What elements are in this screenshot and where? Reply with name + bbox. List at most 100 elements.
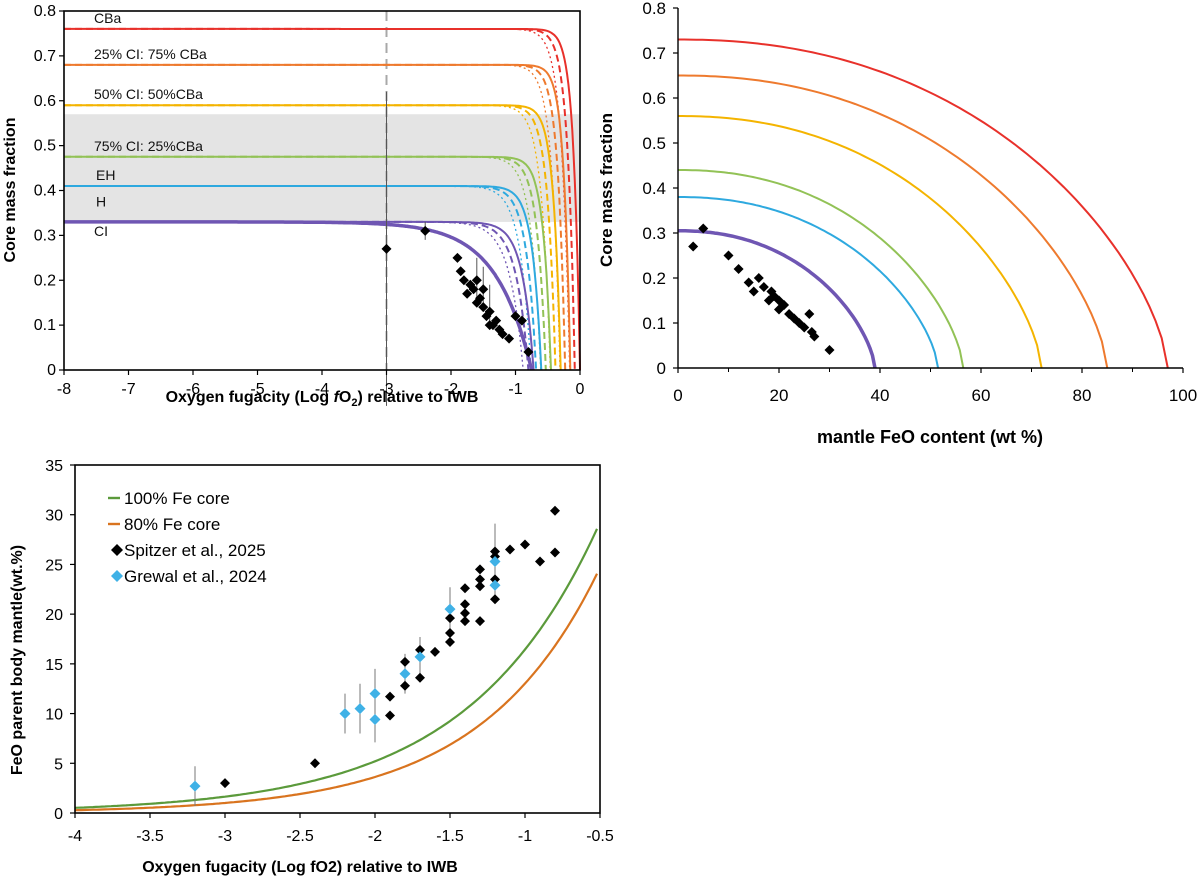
panel-a-xtick-label: -6 — [186, 381, 200, 398]
panel-b-series-lines — [678, 38, 1169, 369]
panel-c-spitzer-point — [415, 672, 425, 683]
panel-b-curve-25-ci-75-cba — [678, 74, 1109, 369]
panel-a-curve-dotted — [64, 28, 571, 371]
panel-c-curve-100-fe-core — [74, 528, 598, 809]
panel-a-data-point — [523, 347, 534, 358]
panel-b-ytick-label: 0.1 — [642, 314, 666, 333]
panel-c-grewal-point — [489, 555, 501, 567]
panel-a-ytick-label: 0.8 — [34, 3, 56, 20]
panel-a-data-point — [471, 275, 482, 286]
panel-c-ytick-label: 20 — [45, 607, 63, 624]
panel-a-series-label: CI — [94, 223, 108, 239]
panel-a-xtick-label: -5 — [250, 381, 264, 398]
panel-c-data-points — [189, 505, 560, 807]
panel-c-spitzer-point — [220, 778, 230, 789]
panel-a-data-point — [484, 306, 495, 317]
panel-c-chart: -4 -3.5 -3 -2.5 -2 -1.5 -1 -0.5 0 5 10 15 20 25 30 35 1… — [9, 458, 614, 876]
panel-c-grewal-point — [339, 708, 351, 720]
panel-b-data-point — [733, 264, 744, 274]
panel-c-ticks: -4 -3.5 -3 -2.5 -2 -1.5 -1 -0.5 0 5 10 15 20 25 30 35 — [45, 458, 614, 845]
panel-c-spitzer-point — [505, 544, 515, 555]
panel-b-data-point — [809, 331, 820, 342]
panel-b-xtick-label: 60 — [972, 386, 991, 405]
panel-c-ytick-label: 0 — [54, 806, 63, 823]
panel-a-curve-dashed — [64, 63, 567, 371]
panel-c-spitzer-point — [400, 656, 410, 667]
panel-c-spitzer-point — [490, 546, 500, 557]
panel-c-spitzer-point — [460, 608, 470, 619]
panel-a-series-label: EH — [96, 167, 115, 183]
panel-c-xlabel: Oxygen fugacity (Log fO2) relative to IW… — [142, 859, 458, 876]
legend-swatch-diamond — [111, 570, 123, 582]
panel-c-spitzer-point — [445, 628, 455, 639]
panel-c-ytick-label: 10 — [45, 707, 63, 724]
panel-c-ytick-label: 15 — [45, 657, 63, 674]
panel-b-curve-cba — [678, 38, 1169, 369]
panel-c-spitzer-point — [475, 574, 485, 585]
panel-b-data-point — [804, 309, 815, 319]
panel-a-ytick-label: 0 — [47, 362, 56, 379]
panel-c-spitzer-point — [385, 710, 395, 721]
panel-c-spitzer-point — [400, 680, 410, 691]
legend-label: Spitzer et al., 2025 — [124, 541, 266, 560]
panel-b-ytick-label: 0.8 — [642, 0, 666, 18]
panel-b-xlabel: mantle FeO content (wt %) — [817, 427, 1043, 447]
panel-c-spitzer-point — [550, 505, 560, 516]
panel-c-spitzer-point — [460, 583, 470, 594]
panel-b-data-point — [688, 241, 699, 252]
panel-c-xtick-label: -2.5 — [286, 828, 314, 845]
panel-c-grewal-point — [369, 714, 381, 726]
panel-c-grewal-point — [414, 651, 426, 663]
panel-c-spitzer-point — [520, 539, 530, 550]
panel-b-ytick-label: 0.2 — [642, 269, 666, 288]
panel-a-data-point — [458, 275, 469, 286]
panel-b-ytick-label: 0.5 — [642, 134, 666, 153]
panel-a-series-label: H — [96, 193, 106, 209]
panel-c-spitzer-point — [475, 581, 485, 592]
panel-b-curve-ci — [678, 229, 877, 369]
panel-c-spitzer-point — [385, 691, 395, 702]
panel-c-legend: 100% Fe core 80% Fe core Spitzer et al., 2… — [108, 489, 267, 586]
panel-c-grewal-point — [369, 688, 381, 700]
panel-c-grewal-point — [189, 780, 201, 792]
panel-b-data-point — [753, 273, 764, 283]
legend-label: Grewal et al., 2024 — [124, 567, 267, 586]
panel-c-spitzer-point — [430, 646, 440, 657]
panel-a-xtick-label: -8 — [57, 381, 71, 398]
panel-a-xtick-label: -2 — [444, 381, 458, 398]
panel-b-data-point — [758, 282, 769, 292]
panel-a-data-point — [478, 284, 489, 295]
panel-c-frame — [74, 464, 601, 814]
panel-a-data-point — [462, 288, 473, 299]
panel-a-ytick-label: 0.6 — [34, 93, 56, 110]
panel-a-xtick-label: -1 — [508, 381, 522, 398]
panel-c-spitzer-point — [550, 547, 560, 558]
panel-a-data-point — [516, 315, 527, 326]
panel-c-spitzer-point — [475, 616, 485, 627]
panel-a-xtick-label: -4 — [315, 381, 329, 398]
panel-a-curve-dashed — [64, 220, 530, 371]
panel-c-spitzer-point — [475, 564, 485, 575]
panel-b-data-point — [748, 286, 759, 297]
panel-a-data-point — [497, 329, 508, 340]
panel-a-data-point — [452, 252, 463, 263]
panel-a-xlabel: Oxygen fugacity (Log fO2) relative to IW… — [166, 389, 479, 409]
panel-c-spitzer-point — [490, 574, 500, 585]
panel-c-spitzer-point — [445, 636, 455, 647]
panel-b-curve-eh — [678, 196, 940, 369]
panel-a-series-label: 50% CI: 50%CBa — [94, 86, 203, 102]
panel-a-curve-dotted — [64, 104, 551, 371]
panel-c-ytick-label: 25 — [45, 557, 63, 574]
panel-c-grewal-point — [399, 668, 411, 680]
panel-a-data-point — [484, 320, 495, 331]
panel-a-data-point — [468, 284, 479, 295]
panel-b-ytick-label: 0.7 — [642, 44, 666, 63]
panel-a-data-point — [420, 225, 431, 236]
panel-b-ytick-label: 0 — [657, 359, 666, 378]
panel-a-ticks: -8 -7 -6 -5 -4 -3 -2 -1 0 0 0.1 0.2 0.3 0.4 0.5 0.6 0.7 0… — [34, 3, 585, 398]
panel-c-xtick-label: -2 — [368, 828, 382, 845]
panel-a-ytick-label: 0.4 — [34, 183, 56, 200]
panel-c-ytick-label: 30 — [45, 508, 63, 525]
panel-a-xtick-label: -3 — [379, 381, 393, 398]
